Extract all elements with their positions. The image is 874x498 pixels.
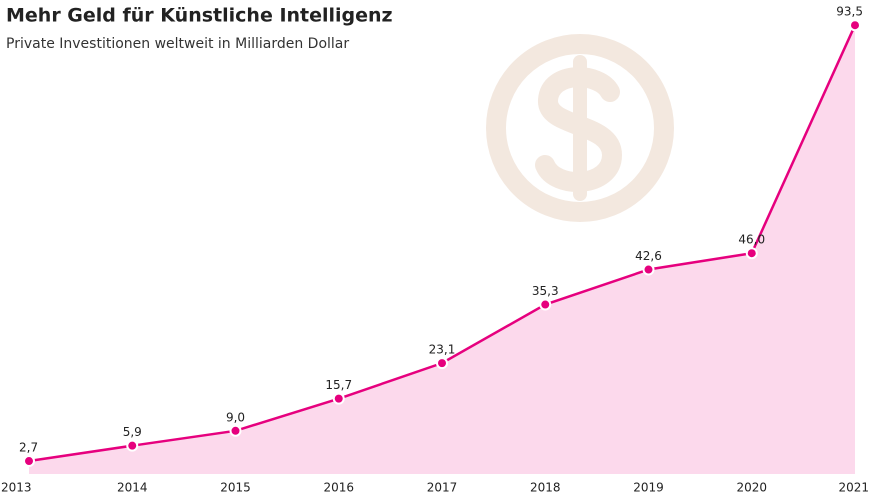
x-tick-label: 2018: [530, 481, 561, 495]
marker: [539, 298, 552, 311]
value-label: 9,0: [226, 410, 245, 424]
x-tick-label: 2015: [220, 481, 251, 495]
marker: [642, 263, 655, 276]
value-label: 42,6: [635, 249, 662, 263]
value-label: 5,9: [123, 425, 142, 439]
marker: [126, 439, 139, 452]
marker: [229, 424, 242, 437]
value-label: 93,5: [836, 5, 863, 19]
x-tick-label: 2016: [323, 481, 354, 495]
marker: [745, 247, 758, 260]
x-tick-label: 2020: [736, 481, 767, 495]
marker: [23, 455, 35, 468]
value-label: 46,0: [738, 233, 765, 247]
marker: [332, 392, 345, 405]
marker: [436, 357, 448, 370]
x-tick-label: 2013: [1, 481, 32, 495]
chart-title: Mehr Geld für Künstliche Intelligenz: [6, 5, 393, 27]
chart-subtitle: Private Investitionen weltweit in Millia…: [6, 36, 349, 52]
value-label: 2,7: [19, 441, 38, 455]
value-label: 15,7: [325, 378, 352, 392]
dollar-icon: [486, 34, 674, 222]
marker: [849, 19, 861, 32]
x-tick-label: 2014: [117, 481, 148, 495]
x-tick-label: 2019: [633, 481, 664, 495]
x-tick-label: 2021: [838, 481, 869, 495]
area: [29, 25, 855, 474]
value-label: 35,3: [532, 284, 559, 298]
x-tick-label: 2017: [427, 481, 458, 495]
value-label: 23,1: [429, 343, 456, 357]
